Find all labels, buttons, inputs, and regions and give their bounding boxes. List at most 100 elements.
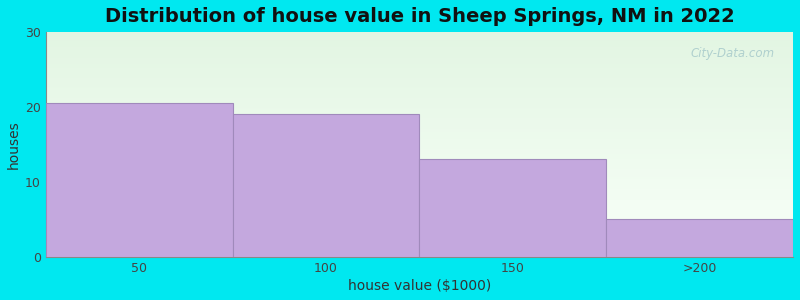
- Bar: [46, 103, 793, 104]
- Bar: [46, 247, 793, 248]
- Bar: [46, 213, 793, 214]
- Bar: [46, 148, 793, 149]
- Bar: [46, 104, 793, 105]
- Bar: [46, 188, 793, 189]
- Bar: [46, 83, 793, 85]
- Bar: [46, 62, 793, 63]
- Bar: [46, 114, 793, 115]
- Bar: [46, 87, 793, 88]
- Bar: [46, 115, 793, 116]
- Bar: [46, 85, 793, 86]
- Bar: [46, 143, 793, 144]
- Bar: [46, 132, 793, 133]
- Bar: [46, 175, 793, 176]
- Bar: [46, 156, 793, 157]
- Bar: [46, 196, 793, 197]
- Bar: [46, 190, 793, 192]
- Bar: [46, 250, 793, 251]
- Bar: [46, 166, 793, 167]
- Bar: [46, 142, 793, 143]
- Bar: [46, 157, 793, 158]
- Bar: [46, 200, 793, 201]
- Bar: [46, 43, 793, 44]
- Bar: [46, 144, 793, 145]
- Bar: [46, 195, 793, 196]
- Bar: [46, 184, 793, 185]
- Bar: [46, 103, 233, 257]
- Bar: [46, 246, 793, 247]
- Bar: [46, 77, 793, 78]
- Bar: [46, 98, 793, 99]
- Bar: [46, 90, 793, 92]
- Bar: [46, 37, 793, 38]
- Bar: [46, 128, 793, 129]
- Bar: [46, 180, 793, 181]
- Bar: [46, 70, 793, 71]
- Bar: [46, 244, 793, 246]
- Bar: [46, 125, 793, 126]
- Bar: [46, 149, 793, 150]
- Bar: [46, 106, 793, 107]
- Bar: [46, 41, 793, 42]
- Bar: [46, 110, 793, 112]
- Bar: [46, 171, 793, 172]
- Bar: [46, 147, 793, 148]
- Bar: [46, 165, 793, 166]
- Bar: [46, 50, 793, 51]
- Bar: [46, 193, 793, 194]
- Bar: [46, 135, 793, 136]
- Bar: [46, 232, 793, 233]
- Bar: [46, 131, 793, 132]
- Bar: [46, 162, 793, 164]
- Bar: [46, 51, 793, 52]
- Bar: [46, 96, 793, 97]
- Bar: [46, 97, 793, 98]
- Bar: [46, 223, 793, 224]
- Bar: [46, 136, 793, 138]
- Bar: [46, 112, 793, 113]
- Bar: [46, 55, 793, 56]
- Bar: [46, 230, 793, 231]
- Bar: [46, 229, 793, 230]
- Bar: [46, 94, 793, 95]
- Bar: [46, 47, 793, 49]
- Bar: [46, 177, 793, 178]
- Bar: [46, 99, 793, 101]
- Bar: [46, 116, 793, 117]
- Bar: [46, 219, 793, 220]
- Bar: [46, 86, 793, 87]
- Bar: [46, 178, 793, 179]
- Bar: [46, 146, 793, 147]
- Bar: [419, 159, 606, 257]
- Bar: [46, 71, 793, 72]
- Bar: [46, 140, 793, 141]
- Bar: [46, 45, 793, 46]
- Bar: [46, 231, 793, 232]
- Bar: [46, 117, 793, 119]
- Bar: [46, 249, 793, 250]
- Bar: [46, 215, 793, 217]
- Bar: [46, 211, 793, 212]
- Bar: [606, 220, 793, 257]
- Bar: [46, 65, 793, 67]
- Bar: [46, 218, 793, 219]
- Bar: [46, 197, 793, 198]
- Bar: [46, 46, 793, 47]
- Bar: [46, 126, 793, 128]
- Bar: [46, 210, 793, 211]
- Bar: [46, 204, 793, 205]
- Bar: [46, 151, 793, 152]
- Bar: [46, 192, 793, 193]
- Bar: [46, 226, 793, 228]
- Bar: [46, 220, 793, 221]
- Bar: [46, 107, 793, 108]
- Bar: [46, 59, 793, 60]
- Bar: [46, 121, 793, 122]
- Bar: [46, 172, 793, 174]
- Bar: [46, 237, 793, 238]
- Bar: [46, 88, 793, 89]
- Bar: [46, 253, 793, 254]
- Bar: [46, 183, 793, 184]
- Bar: [46, 82, 793, 83]
- Bar: [46, 179, 793, 180]
